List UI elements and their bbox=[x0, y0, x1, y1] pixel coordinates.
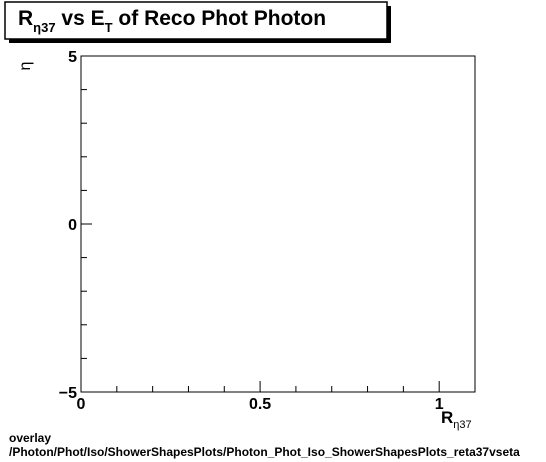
chart-title: Rη37 vs ET of Reco Phot Photon bbox=[18, 7, 326, 35]
title-box: Rη37 vs ET of Reco Phot Photon bbox=[4, 1, 391, 43]
x-axis-label: Rη37 bbox=[441, 408, 472, 431]
y-tick-label: 5 bbox=[68, 49, 77, 66]
x-tick-label: 1 bbox=[435, 396, 444, 413]
y-tick-label: 0 bbox=[68, 217, 77, 234]
axes: 0 0.5 150−5 bbox=[59, 49, 476, 413]
x-tick-label: 0 bbox=[77, 396, 86, 413]
y-tick-label: −5 bbox=[59, 385, 77, 402]
plot-frame bbox=[80, 55, 476, 393]
y-axis-label: η bbox=[17, 62, 34, 71]
x-tick-label: 0.5 bbox=[249, 396, 271, 413]
footer-line-2: /Photon/Phot/Iso/ShowerShapesPlots/Photo… bbox=[9, 445, 520, 459]
footer-line-1: overlay bbox=[9, 431, 51, 445]
